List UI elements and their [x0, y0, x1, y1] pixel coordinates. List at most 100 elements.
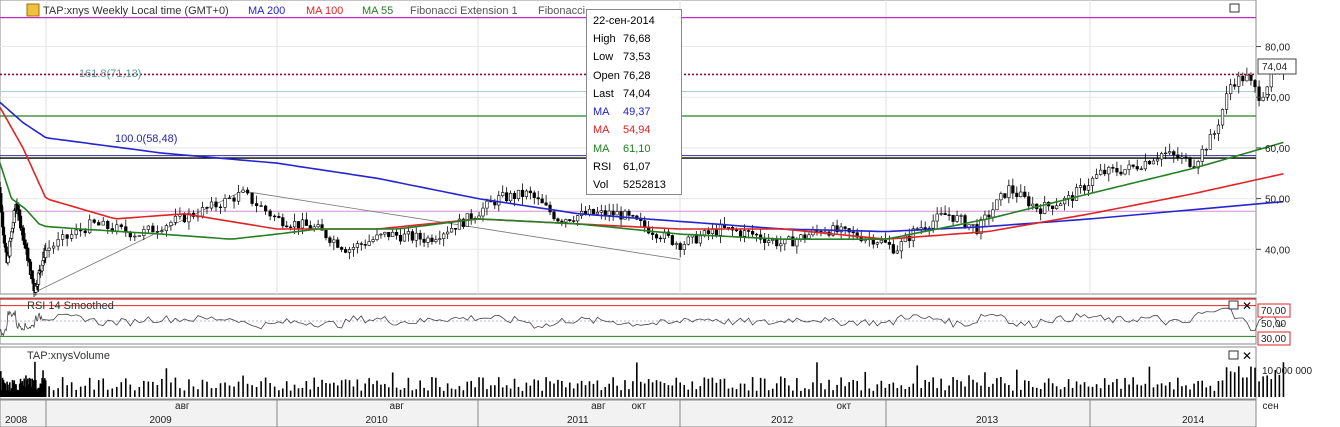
candle-body	[115, 224, 119, 232]
candle-body	[391, 231, 395, 237]
candle-body	[88, 219, 92, 234]
candle-body	[627, 210, 631, 216]
rsi-maximize-icon[interactable]	[1228, 300, 1239, 310]
candle-body	[975, 224, 979, 234]
tooltip-row: High 76,68	[593, 30, 675, 48]
candle-body	[27, 259, 32, 263]
candle-body	[398, 234, 403, 242]
candle-body	[734, 229, 739, 232]
candle-body	[999, 193, 1003, 201]
candle-body	[74, 229, 78, 235]
candle-body	[1164, 152, 1168, 155]
candle-body	[493, 201, 497, 206]
legend-fib2: Fibonacci	[538, 5, 585, 17]
candle-body	[414, 232, 418, 241]
y-tick-label: 80,00	[1265, 43, 1290, 54]
candle-body	[564, 219, 568, 223]
volume-close-icon[interactable]: ✕	[1242, 349, 1252, 363]
ticker-icon[interactable]	[26, 3, 40, 17]
candle-body	[611, 210, 615, 216]
candle-body	[899, 241, 903, 252]
candle-body	[387, 231, 391, 237]
candle-body	[540, 198, 544, 204]
candle-body	[137, 235, 141, 237]
candle-body	[955, 215, 959, 222]
candle-body	[875, 242, 879, 245]
candle-body	[218, 206, 223, 209]
candle-body	[285, 225, 289, 228]
candle-body	[643, 220, 647, 228]
tooltip-key: High	[593, 33, 616, 45]
candle-body	[160, 230, 164, 232]
candle-body	[1119, 171, 1123, 175]
candle-body	[255, 203, 259, 206]
candle-body	[595, 212, 599, 215]
tooltip-value: 5252813	[623, 179, 666, 192]
candle-body	[520, 189, 525, 197]
candle-body	[1082, 185, 1087, 191]
candle-body	[631, 215, 635, 217]
candle-body	[497, 195, 501, 206]
candle-body	[751, 231, 755, 235]
candle-body	[1015, 192, 1019, 198]
candle-body	[587, 208, 592, 215]
candle-body	[227, 197, 232, 200]
candle-body	[21, 227, 25, 241]
candle-body	[250, 192, 254, 204]
tooltip-key: MA	[593, 142, 610, 155]
candle-body	[449, 228, 454, 233]
rsi-close-icon[interactable]: ✕	[1242, 299, 1252, 313]
maximize-icon[interactable]	[1229, 3, 1240, 13]
candle-body	[1159, 153, 1164, 160]
candle-body	[879, 239, 883, 244]
legend-ticker: TAP:xnys Weekly Local time (GMT+0)	[43, 5, 229, 17]
candle-body	[763, 238, 767, 244]
tooltip-value: 76,28	[623, 69, 651, 82]
volume-bars	[0, 361, 1285, 397]
candle-body	[1086, 185, 1091, 191]
candle-body	[516, 189, 521, 199]
x-tick-label: окт	[837, 401, 852, 412]
candle-body	[245, 189, 250, 194]
price-candles	[0, 64, 1286, 298]
tooltip-value: 61,07	[623, 161, 651, 174]
candle-body	[759, 234, 763, 240]
y-tick-label: 40,00	[1265, 245, 1290, 256]
candle-body	[1115, 168, 1119, 173]
candle-body	[919, 227, 923, 230]
x-tick-label: окт	[632, 401, 647, 412]
candle-body	[891, 244, 895, 254]
candle-body	[101, 220, 105, 226]
candle-body	[200, 207, 205, 217]
candle-body	[434, 239, 438, 242]
candle-body	[686, 236, 690, 245]
rsi-level-70: 70,00	[1261, 306, 1286, 317]
y-tick-label: 70,00	[1265, 93, 1290, 104]
volume-maximize-icon[interactable]	[1228, 350, 1239, 360]
tooltip-value: 74,04	[623, 87, 651, 100]
candle-body	[273, 215, 277, 218]
candle-body	[146, 225, 150, 230]
candle-body	[214, 201, 218, 208]
candle-body	[481, 207, 485, 217]
rsi-title: RSI 14 Smoothed	[27, 300, 114, 312]
candle-body	[1229, 84, 1233, 95]
candle-body	[951, 214, 955, 222]
tooltip-key: Low	[593, 51, 614, 64]
rsi-level-50: 50,00	[1261, 319, 1286, 330]
x-tick-label: авг	[591, 401, 606, 412]
candle-body	[839, 226, 843, 233]
candle-body	[375, 234, 379, 240]
candle-body	[44, 250, 48, 258]
candle-body	[742, 230, 747, 237]
tooltip-key: Open	[593, 69, 620, 82]
candle-body	[106, 220, 110, 229]
candle-body	[457, 218, 462, 230]
candle-body	[1188, 157, 1192, 167]
candle-body	[65, 234, 69, 239]
candle-body	[607, 210, 611, 216]
candle-body	[923, 227, 927, 230]
candle-body	[843, 226, 847, 229]
y-tick-label: 60,00	[1265, 144, 1290, 155]
candle-body	[277, 216, 281, 218]
